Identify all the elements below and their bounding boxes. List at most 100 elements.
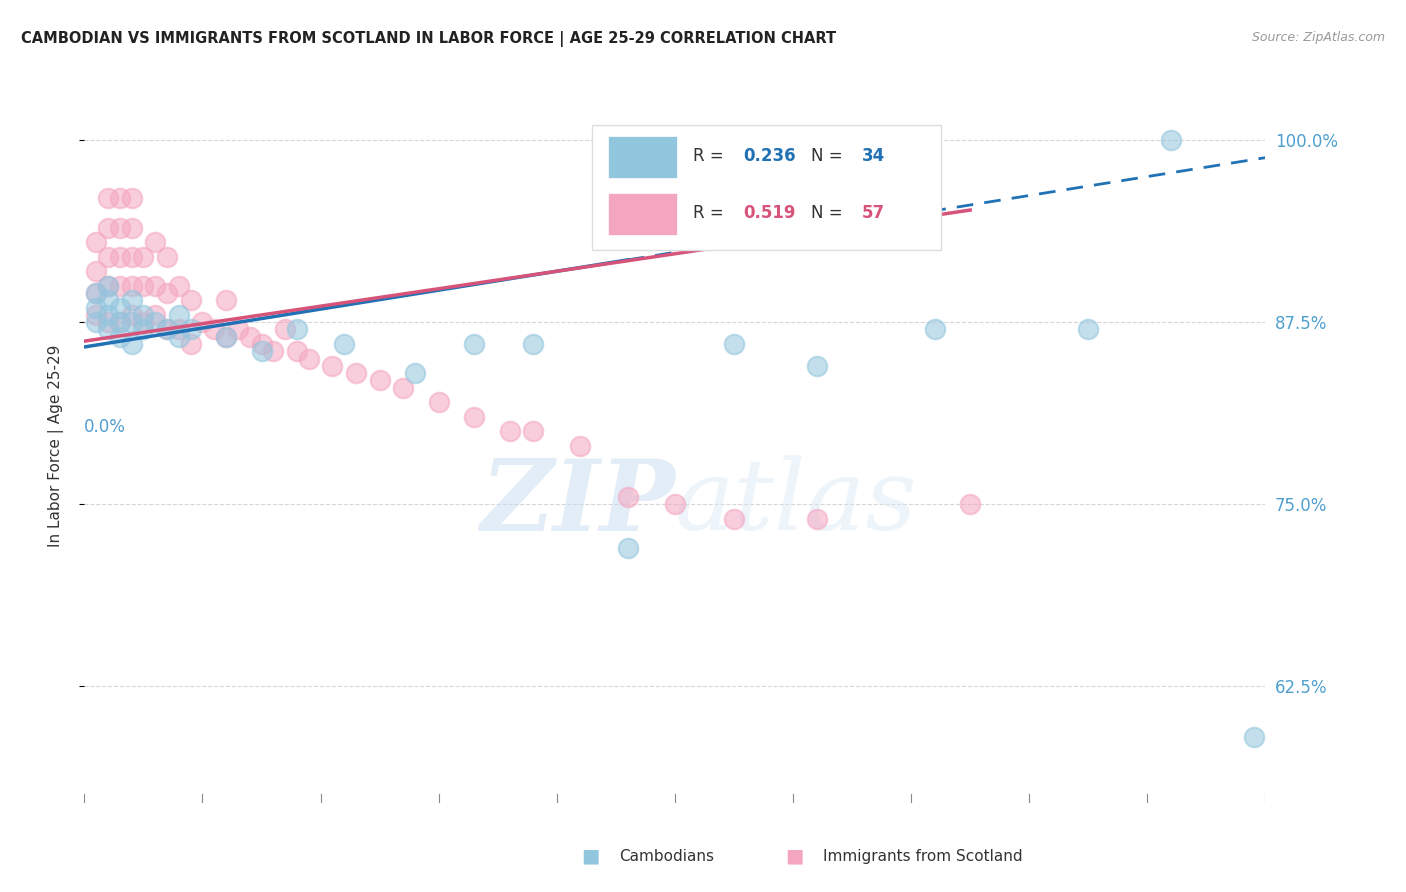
Text: 0.0%: 0.0% (84, 417, 127, 435)
Point (215, 330, 238, 344)
Point (97, 250, 120, 264)
Point (368, 374, 391, 388)
Point (108, 250, 131, 264)
Point (250, 344, 273, 359)
Point (321, 359, 343, 373)
Text: R =: R = (693, 203, 728, 221)
Text: 0.236: 0.236 (744, 146, 796, 164)
Point (84, 301, 107, 315)
FancyBboxPatch shape (592, 125, 941, 250)
Point (108, 315, 131, 329)
Text: R =: R = (693, 146, 728, 164)
Point (404, 366, 426, 380)
Point (84, 235, 107, 249)
Point (664, 497, 686, 511)
Point (84, 264, 107, 278)
Point (959, 497, 981, 511)
Point (262, 344, 284, 359)
Point (344, 366, 367, 380)
Point (806, 359, 828, 373)
Point (156, 322, 179, 336)
Point (463, 409, 485, 424)
Point (392, 381, 415, 395)
Point (239, 330, 262, 344)
Point (121, 293, 143, 308)
Point (132, 278, 155, 293)
Text: 57: 57 (862, 203, 884, 221)
Text: 0.519: 0.519 (744, 203, 796, 221)
Point (723, 337, 745, 351)
Point (121, 250, 143, 264)
Text: N =: N = (811, 146, 848, 164)
Point (108, 301, 131, 315)
Text: Cambodians: Cambodians (619, 849, 714, 863)
Point (121, 337, 143, 351)
Point (121, 278, 143, 293)
Point (427, 395, 450, 409)
Point (108, 315, 131, 329)
Point (806, 512, 828, 526)
Point (132, 315, 155, 329)
Point (97, 308, 120, 322)
Point (215, 293, 238, 308)
Text: ■: ■ (581, 847, 600, 866)
Point (121, 191, 143, 205)
Point (924, 322, 946, 336)
Text: ■: ■ (785, 847, 804, 866)
Point (180, 293, 202, 308)
Point (121, 315, 143, 329)
Point (97, 191, 120, 205)
Point (226, 322, 249, 336)
Point (97, 315, 120, 329)
Point (156, 286, 179, 301)
FancyBboxPatch shape (607, 136, 678, 178)
Point (143, 278, 166, 293)
Y-axis label: In Labor Force | Age 25-29: In Labor Force | Age 25-29 (48, 345, 63, 547)
Point (108, 191, 131, 205)
Point (97, 220, 120, 235)
Point (498, 425, 520, 439)
Point (121, 308, 143, 322)
Point (285, 322, 308, 336)
Point (274, 322, 297, 336)
Point (167, 330, 190, 344)
Point (1160, 133, 1182, 147)
Point (84, 286, 107, 301)
Point (84, 315, 107, 329)
Point (167, 322, 190, 336)
Point (463, 337, 485, 351)
Point (132, 250, 155, 264)
Point (97, 278, 120, 293)
Text: ZIP: ZIP (479, 455, 675, 551)
Point (156, 322, 179, 336)
Text: atlas: atlas (675, 456, 918, 550)
Point (285, 344, 308, 359)
Point (723, 512, 745, 526)
Point (522, 425, 544, 439)
Text: N =: N = (811, 203, 848, 221)
Point (121, 220, 143, 235)
Point (180, 337, 202, 351)
Point (97, 322, 120, 336)
Point (167, 308, 190, 322)
Point (108, 330, 131, 344)
Point (97, 293, 120, 308)
Point (522, 337, 544, 351)
Text: 34: 34 (862, 146, 884, 164)
Point (250, 337, 273, 351)
Point (616, 490, 638, 504)
Point (132, 308, 155, 322)
Point (616, 541, 638, 555)
Point (215, 330, 238, 344)
FancyBboxPatch shape (607, 194, 678, 235)
Point (108, 278, 131, 293)
Point (97, 278, 120, 293)
Point (202, 322, 225, 336)
Point (1077, 322, 1099, 336)
Point (143, 308, 166, 322)
Point (143, 235, 166, 249)
Point (108, 220, 131, 235)
Point (132, 322, 155, 336)
Point (298, 351, 321, 366)
Point (84, 308, 107, 322)
